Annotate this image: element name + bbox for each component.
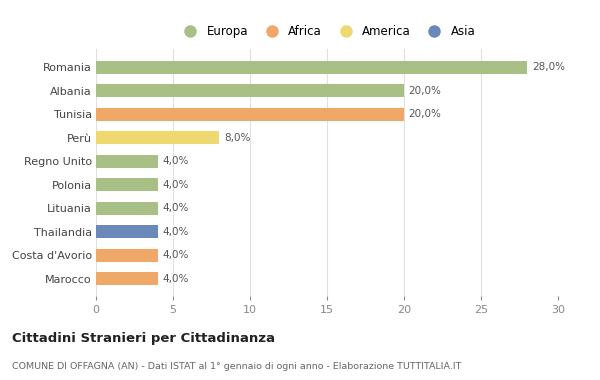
Bar — [96, 61, 527, 74]
Text: 4,0%: 4,0% — [162, 203, 188, 213]
Bar — [96, 155, 158, 168]
Bar — [96, 108, 404, 120]
Legend: Europa, Africa, America, Asia: Europa, Africa, America, Asia — [173, 21, 481, 43]
Text: 4,0%: 4,0% — [162, 156, 188, 166]
Text: 4,0%: 4,0% — [162, 274, 188, 284]
Text: 8,0%: 8,0% — [224, 133, 250, 142]
Text: 20,0%: 20,0% — [409, 86, 442, 96]
Bar — [96, 272, 158, 285]
Bar — [96, 249, 158, 262]
Text: Cittadini Stranieri per Cittadinanza: Cittadini Stranieri per Cittadinanza — [12, 332, 275, 345]
Text: 20,0%: 20,0% — [409, 109, 442, 119]
Text: 28,0%: 28,0% — [532, 62, 565, 72]
Bar — [96, 84, 404, 97]
Text: 4,0%: 4,0% — [162, 250, 188, 260]
Text: COMUNE DI OFFAGNA (AN) - Dati ISTAT al 1° gennaio di ogni anno - Elaborazione TU: COMUNE DI OFFAGNA (AN) - Dati ISTAT al 1… — [12, 362, 461, 370]
Bar — [96, 131, 219, 144]
Bar — [96, 225, 158, 238]
Text: 4,0%: 4,0% — [162, 227, 188, 237]
Bar — [96, 178, 158, 191]
Bar — [96, 202, 158, 215]
Text: 4,0%: 4,0% — [162, 180, 188, 190]
